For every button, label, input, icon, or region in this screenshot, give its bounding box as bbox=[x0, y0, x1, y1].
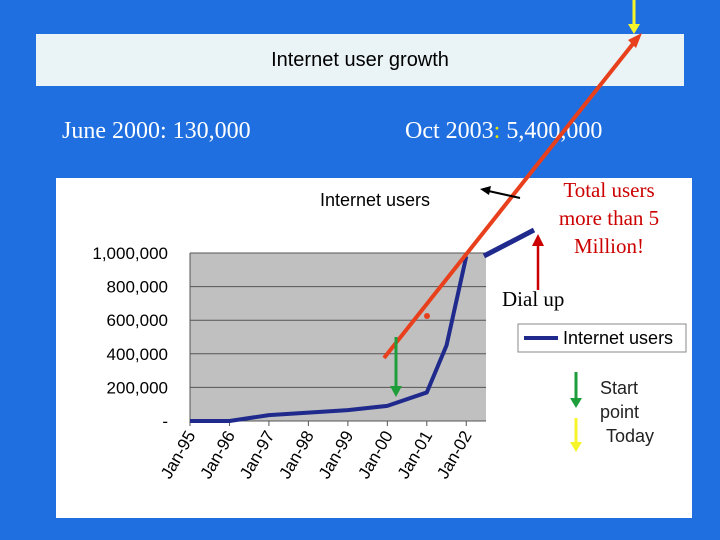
chart-title: Internet users bbox=[320, 190, 430, 210]
x-tick-label: Jan-99 bbox=[315, 428, 357, 483]
dialup-arrowhead bbox=[532, 234, 544, 246]
key-start-arrowhead bbox=[570, 398, 582, 408]
y-tick-label: 400,000 bbox=[107, 345, 168, 364]
note-oct-2003-colon: : bbox=[493, 118, 501, 144]
x-tick-label: Jan-01 bbox=[394, 428, 436, 483]
x-tick-label: Jan-97 bbox=[236, 428, 278, 483]
title-bar: Internet user growth bbox=[36, 34, 684, 86]
plot-area bbox=[190, 253, 486, 421]
start-point-arrowhead bbox=[390, 386, 402, 397]
slide-title: Internet user growth bbox=[271, 48, 449, 71]
y-tick-label: - bbox=[162, 412, 168, 431]
x-tick-label: Jan-98 bbox=[275, 428, 317, 483]
x-tick-label: Jan-96 bbox=[196, 428, 238, 483]
marker-key: Start point Today bbox=[600, 376, 654, 448]
key-today-arrowhead bbox=[570, 442, 582, 452]
key-start-line2: point bbox=[600, 402, 640, 422]
y-tick-label: 1,000,000 bbox=[92, 244, 168, 263]
pointer-arrowhead bbox=[480, 186, 491, 195]
key-today: Today bbox=[606, 426, 655, 446]
growth-trend-arrow bbox=[382, 38, 638, 360]
legend-box bbox=[517, 323, 687, 353]
note-oct-2003: Oct 2003: 5,400,000 bbox=[405, 118, 602, 145]
note-june-2000: June 2000: 130,000 bbox=[62, 118, 251, 144]
legend-label: Internet users bbox=[563, 328, 673, 348]
y-tick-label: 800,000 bbox=[107, 278, 168, 297]
x-tick-label: Jan-95 bbox=[157, 428, 199, 483]
callout-total-users: Total users more than 5 Million! bbox=[558, 178, 660, 258]
y-tick-label: 200,000 bbox=[107, 378, 168, 397]
growth-trend-arrowhead bbox=[628, 33, 642, 48]
callout-dial-up: Dial up bbox=[502, 287, 565, 311]
x-tick-label: Jan-00 bbox=[354, 428, 396, 483]
pointer-arrow bbox=[483, 189, 521, 199]
today-arrowhead bbox=[628, 24, 640, 34]
note-oct-2003-value: 5,400,000 bbox=[500, 118, 603, 144]
note-oct-2003-date: Oct 2003 bbox=[405, 118, 494, 144]
dialup-extension-line bbox=[482, 227, 536, 259]
trend-marker bbox=[424, 313, 430, 319]
x-tick-label: Jan-02 bbox=[433, 428, 475, 483]
key-start-line1: Start bbox=[600, 378, 639, 398]
y-tick-label: 600,000 bbox=[107, 311, 168, 330]
